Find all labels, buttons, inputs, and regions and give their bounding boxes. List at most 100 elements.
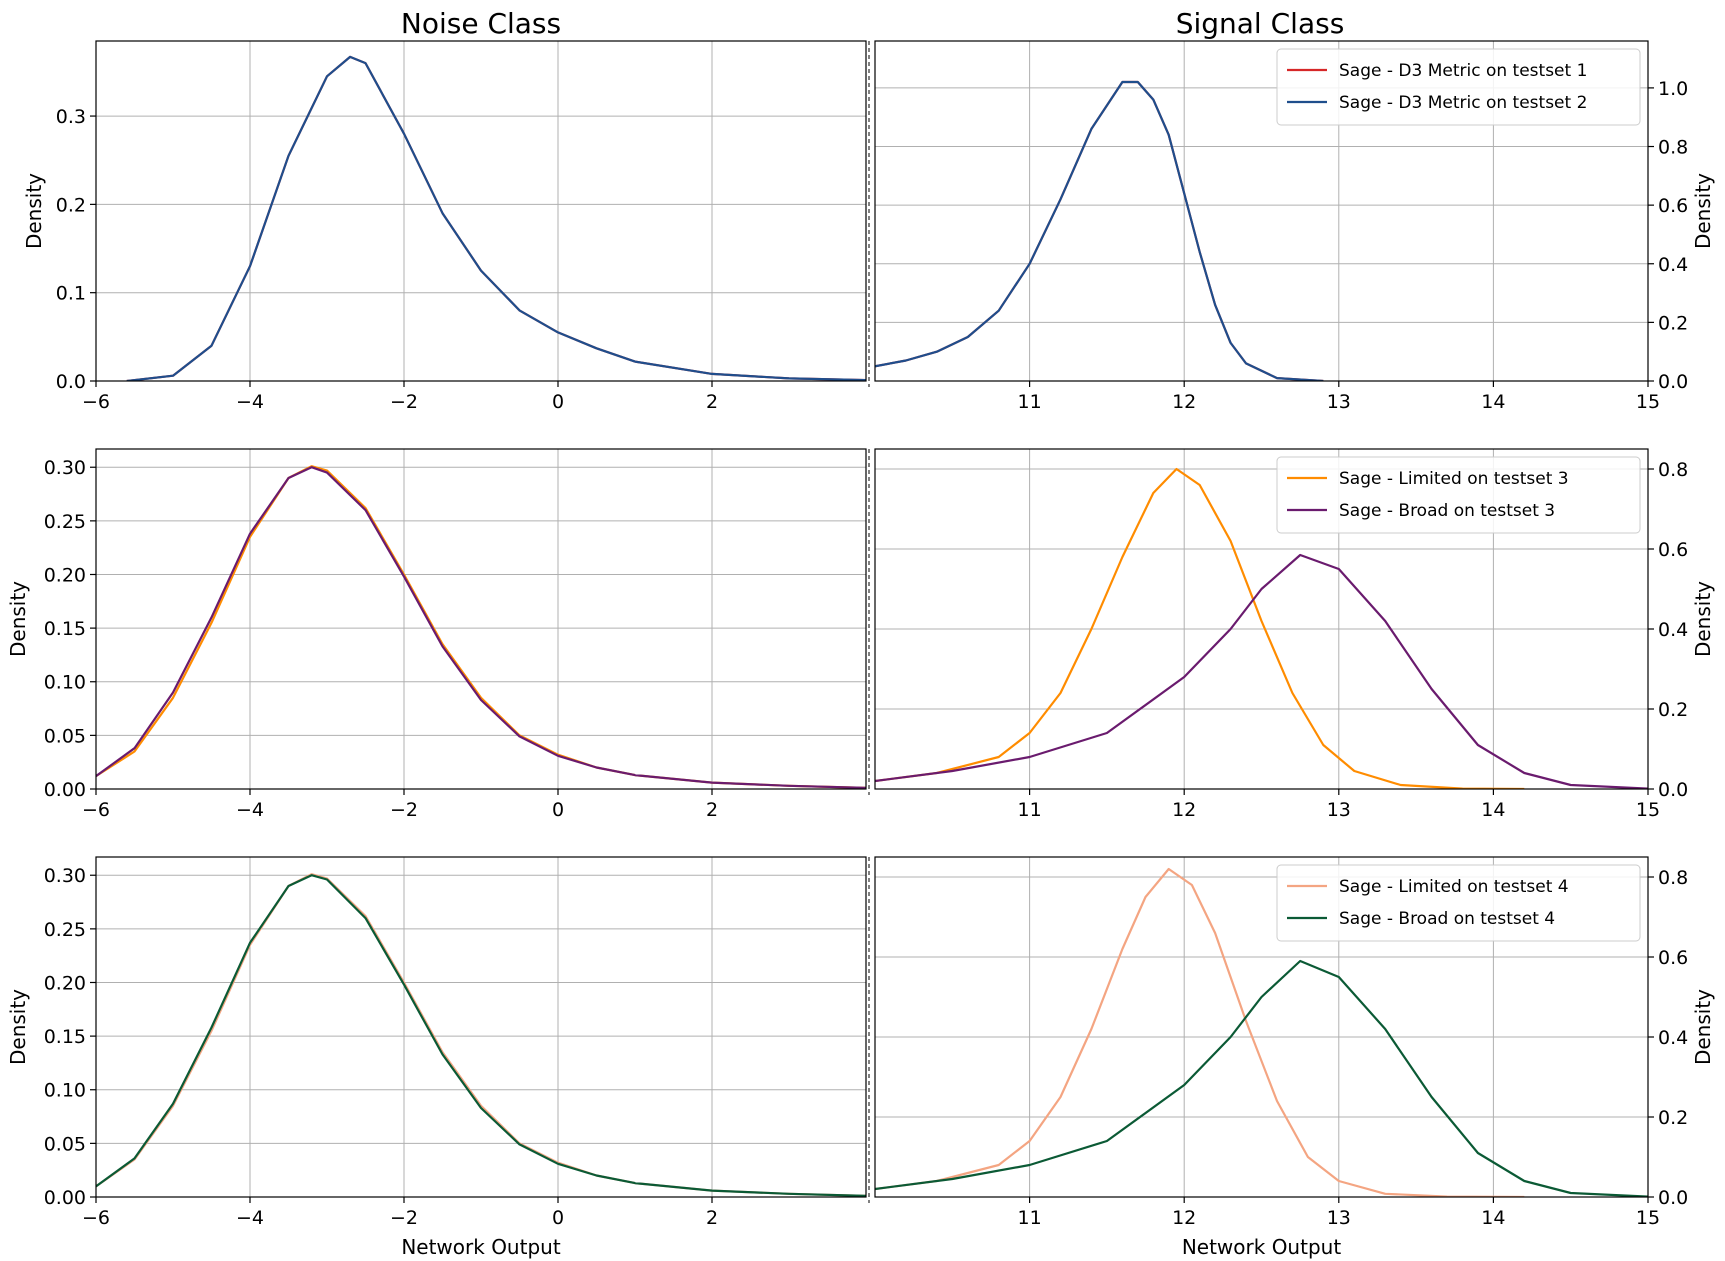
x-tick-label: −6 <box>82 1207 110 1229</box>
x-tick-label: 13 <box>1327 799 1351 821</box>
y-tick-label: 0.4 <box>1658 619 1688 641</box>
x-tick-label: 15 <box>1636 799 1660 821</box>
series-line-2 <box>96 466 866 789</box>
x-tick-label: 0 <box>552 391 564 413</box>
plot-frame <box>874 40 1649 382</box>
series-line-1 <box>126 55 866 381</box>
y-tick-label: 0.0 <box>1658 1187 1688 1209</box>
y-tick-label: 0.10 <box>44 1080 86 1102</box>
y-tick-label: 0.05 <box>44 725 86 747</box>
y-tick-label: 0.6 <box>1658 539 1688 561</box>
y-axis-label: Density <box>1691 989 1715 1065</box>
signal-class-title: Signal Class <box>1176 7 1345 40</box>
panel-noise-row3: −6 −4 −2 0 2 0.00 0.05 0.10 0.15 0.20 0.25 0.30 Dens… <box>6 856 867 1259</box>
legend-box <box>1276 48 1641 126</box>
panel-signal-row3: 11 12 13 14 150.0 0.2 0.4 0.6 0.8 Density Network … <box>868 856 1715 1259</box>
x-tick-label: 2 <box>706 799 718 821</box>
x-tick-label: −4 <box>236 1207 264 1229</box>
series-line-1 <box>96 465 866 789</box>
y-tick-label: 0.4 <box>1658 254 1688 276</box>
x-tick-label: −2 <box>390 391 418 413</box>
y-tick-label: 0.25 <box>44 919 86 941</box>
x-tick-label: 11 <box>1018 799 1042 821</box>
y-tick-label: 0.8 <box>1658 459 1688 481</box>
y-axis-label: Density <box>1691 581 1715 657</box>
y-tick-label: 0.4 <box>1658 1027 1688 1049</box>
y-tick-label: 0.8 <box>1658 137 1688 159</box>
x-tick-label: 0 <box>552 1207 564 1229</box>
y-tick-label: 0.8 <box>1658 867 1688 889</box>
x-tick-label: 15 <box>1636 1207 1660 1229</box>
y-axis-label: Density <box>1691 173 1715 249</box>
series-line-2 <box>875 959 1648 1197</box>
legend-label-2: Sage - Broad on testset 4 <box>1339 909 1555 929</box>
plot-frame <box>95 856 867 1198</box>
x-tick-label: −2 <box>390 799 418 821</box>
y-tick-label: 0.0 <box>1658 371 1688 393</box>
y-tick-label: 0.0 <box>1658 779 1688 801</box>
x-tick-label: 2 <box>706 1207 718 1229</box>
x-tick-label: 14 <box>1481 799 1505 821</box>
series-line-2 <box>875 553 1648 789</box>
y-tick-label: 0.20 <box>44 972 86 994</box>
y-tick-label: 0.2 <box>56 194 86 216</box>
x-tick-label: −4 <box>236 799 264 821</box>
panel-signal-row2: 11 12 13 14 150.0 0.2 0.4 0.6 0.8 Density Sage - L… <box>868 448 1715 821</box>
y-tick-label: 0.30 <box>44 457 86 479</box>
x-tick-label: 0 <box>552 799 564 821</box>
y-tick-label: 1.0 <box>1658 78 1688 100</box>
y-tick-label: 0.3 <box>56 106 86 128</box>
legend: Sage - Limited on testset 3 Sage - Broad … <box>1276 456 1641 534</box>
x-tick-label: 14 <box>1481 1207 1505 1229</box>
x-tick-label: 2 <box>706 391 718 413</box>
y-tick-label: 0.20 <box>44 564 86 586</box>
y-tick-label: 0.30 <box>44 865 86 887</box>
x-tick-label: 11 <box>1018 1207 1042 1229</box>
x-tick-label: 12 <box>1172 1207 1196 1229</box>
y-tick-label: 0.00 <box>44 779 86 801</box>
legend-label-2: Sage - D3 Metric on testset 2 <box>1339 93 1587 113</box>
x-tick-label: 12 <box>1172 799 1196 821</box>
y-tick-label: 0.6 <box>1658 947 1688 969</box>
legend-box <box>1276 864 1641 942</box>
panel-signal-row1: 11 12 13 14 150.0 0.2 0.4 0.6 0.8 1.0 Density Sage … <box>868 40 1715 413</box>
x-tick-label: 12 <box>1172 391 1196 413</box>
x-tick-label: 13 <box>1327 1207 1351 1229</box>
legend-label-1: Sage - Limited on testset 3 <box>1339 469 1569 489</box>
y-tick-label: 0.1 <box>56 283 86 305</box>
y-tick-label: 0.15 <box>44 1026 86 1048</box>
legend: Sage - D3 Metric on testset 1 Sage - D3 M… <box>1276 48 1641 126</box>
y-tick-label: 0.15 <box>44 618 86 640</box>
y-tick-label: 0.10 <box>44 672 86 694</box>
x-tick-label: −2 <box>390 1207 418 1229</box>
y-tick-label: 0.6 <box>1658 195 1688 217</box>
x-tick-label: −4 <box>236 391 264 413</box>
y-tick-label: 0.2 <box>1658 312 1688 334</box>
x-tick-label: 13 <box>1327 391 1351 413</box>
legend: Sage - Limited on testset 4 Sage - Broad … <box>1276 864 1641 942</box>
y-axis-label: Density <box>6 989 30 1065</box>
x-tick-label: 15 <box>1636 391 1660 413</box>
noise-class-title: Noise Class <box>401 7 561 40</box>
legend-label-1: Sage - D3 Metric on testset 1 <box>1339 61 1587 81</box>
series-line-2 <box>96 874 866 1197</box>
panel-noise-row1: −6 −4 −2 0 2 0.0 0.1 0.2 0.3 Density <box>22 40 867 413</box>
legend-box <box>1276 456 1641 534</box>
x-tick-label: −6 <box>82 799 110 821</box>
series-line-1 <box>96 873 866 1197</box>
plot-frame <box>874 856 1649 1198</box>
series-line-2 <box>126 55 866 381</box>
legend-label-1: Sage - Limited on testset 4 <box>1339 877 1569 897</box>
plot-frame <box>874 448 1649 790</box>
y-tick-label: 0.2 <box>1658 1107 1688 1129</box>
series-line-1 <box>875 467 1525 789</box>
y-axis-label: Density <box>22 173 46 249</box>
x-axis-label: Network Output <box>401 1235 560 1259</box>
y-tick-label: 0.05 <box>44 1133 86 1155</box>
x-tick-label: 14 <box>1481 391 1505 413</box>
series-line-1 <box>875 867 1525 1197</box>
plot-frame <box>95 448 867 790</box>
series-line-2 <box>875 80 1324 381</box>
